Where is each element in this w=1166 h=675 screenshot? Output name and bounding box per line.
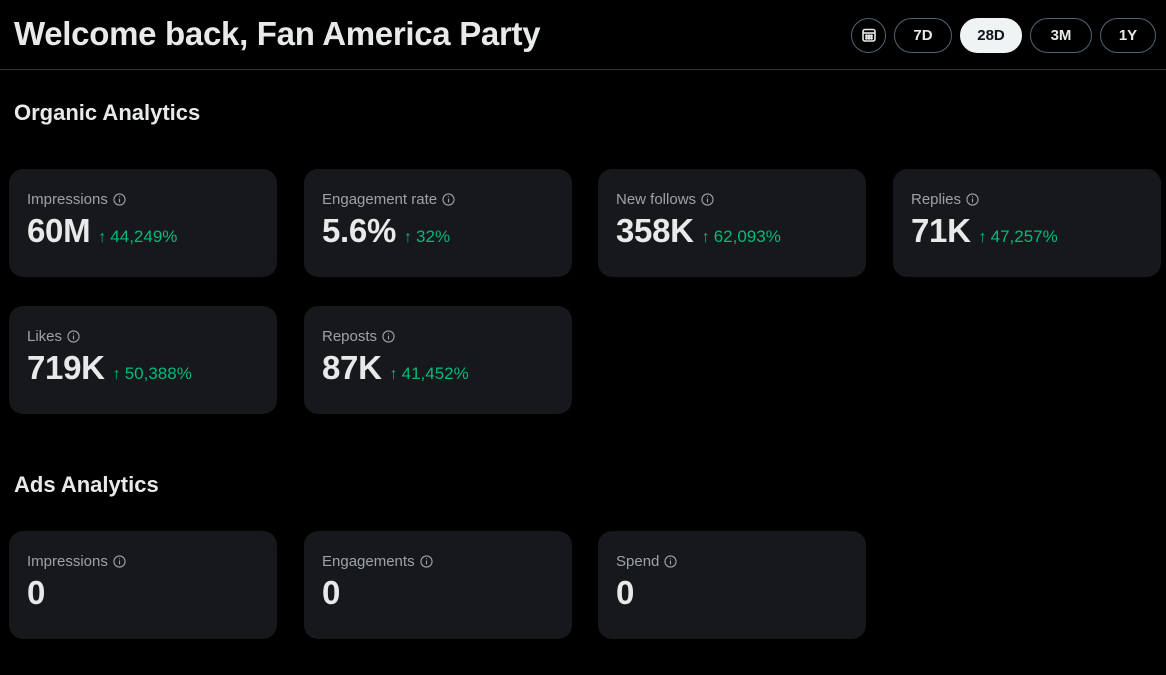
ads-spend-card[interactable]: Spend 0 xyxy=(598,531,866,639)
arrow-up-icon: ↑ xyxy=(701,229,710,246)
date-range-selector: 7D 28D 3M 1Y xyxy=(851,17,1156,53)
ads-engagements-card[interactable]: Engagements 0 xyxy=(304,531,572,639)
card-label: Engagement rate xyxy=(322,190,438,208)
organic-new-follows-card[interactable]: New follows 358K ↑ 62,093% xyxy=(598,169,866,277)
ads-impressions-card[interactable]: Impressions 0 xyxy=(9,531,277,639)
card-value: 358K xyxy=(616,212,694,249)
card-label: Impressions xyxy=(27,552,108,570)
card-label: Replies xyxy=(911,190,962,208)
card-label: New follows xyxy=(616,190,697,208)
card-label: Likes xyxy=(27,327,63,345)
card-change: ↑ 50,388% xyxy=(112,364,192,383)
calendar-icon xyxy=(861,27,877,43)
card-value: 0 xyxy=(322,574,341,611)
arrow-up-icon: ↑ xyxy=(389,366,398,383)
page-title: Welcome back, Fan America Party xyxy=(14,15,541,52)
organic-reposts-card[interactable]: Reposts 87K ↑ 41,452% xyxy=(304,306,572,414)
card-value: 5.6% xyxy=(322,212,397,249)
card-label: Spend xyxy=(616,552,660,570)
range-3m-button[interactable]: 3M xyxy=(1030,17,1092,53)
organic-engagement-rate-card[interactable]: Engagement rate 5.6% ↑ 32% xyxy=(304,169,572,277)
card-change: ↑ 47,257% xyxy=(978,227,1058,246)
organic-likes-card[interactable]: Likes 719K ↑ 50,388% xyxy=(9,306,277,414)
calendar-button[interactable] xyxy=(851,17,886,53)
card-change: ↑ 44,249% xyxy=(98,227,178,246)
info-icon[interactable] xyxy=(113,554,126,568)
info-icon[interactable] xyxy=(113,192,126,206)
card-value: 87K xyxy=(322,349,382,386)
organic-impressions-card[interactable]: Impressions 60M ↑ 44,249% xyxy=(9,169,277,277)
card-value: 0 xyxy=(616,574,635,611)
arrow-up-icon: ↑ xyxy=(978,229,987,246)
info-icon[interactable] xyxy=(382,329,395,343)
organic-replies-card[interactable]: Replies 71K ↑ 47,257% xyxy=(893,169,1161,277)
card-label: Impressions xyxy=(27,190,108,208)
page-header: Welcome back, Fan America Party xyxy=(0,0,1166,70)
range-1y-button[interactable]: 1Y xyxy=(1100,17,1156,53)
range-7d-button[interactable]: 7D xyxy=(894,17,952,53)
info-icon[interactable] xyxy=(701,192,714,206)
card-change: ↑ 62,093% xyxy=(701,227,781,246)
info-icon[interactable] xyxy=(419,554,433,568)
info-icon[interactable] xyxy=(67,329,80,343)
card-label: Reposts xyxy=(322,327,378,345)
card-value: 0 xyxy=(27,574,46,611)
arrow-up-icon: ↑ xyxy=(98,229,107,246)
card-change: ↑ 41,452% xyxy=(389,364,469,383)
card-value: 60M xyxy=(27,212,91,249)
info-icon[interactable] xyxy=(664,554,678,568)
card-change: ↑ 32% xyxy=(404,227,451,246)
ads-section-title: Ads Analytics xyxy=(14,472,159,497)
arrow-up-icon: ↑ xyxy=(404,229,413,246)
info-icon[interactable] xyxy=(966,192,979,206)
organic-section-title: Organic Analytics xyxy=(14,100,201,125)
card-value: 71K xyxy=(911,212,971,249)
card-label: Engagements xyxy=(322,552,415,570)
info-icon[interactable] xyxy=(442,192,455,206)
card-value: 719K xyxy=(27,349,105,386)
arrow-up-icon: ↑ xyxy=(112,366,121,383)
range-28d-button[interactable]: 28D xyxy=(960,17,1022,53)
